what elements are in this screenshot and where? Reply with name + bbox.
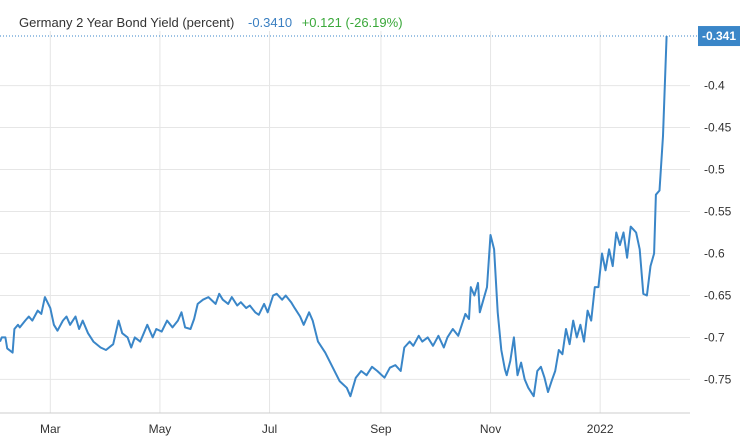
y-tick-label: -0.6 [704,246,725,260]
x-axis-labels: Mar May Jul Sep Nov 2022 [40,422,614,436]
series-line[interactable] [0,35,668,398]
y-tick-label: -0.65 [704,288,732,302]
series-name: Germany 2 Year Bond Yield (percent) [19,15,235,30]
last-value-badge: -0.341 [698,26,740,47]
y-axis-labels: -0.4 -0.45 -0.5 -0.55 -0.6 -0.65 -0.7 -0.75 [704,79,732,387]
x-tick-label: Nov [480,422,501,436]
y-tick-label: -0.7 [704,330,725,344]
x-tick-label: Mar [40,422,61,436]
x-tick-label: Jul [262,422,277,436]
x-tick-label: May [149,422,172,436]
last-value-label: -0.341 [702,29,736,43]
y-tick-label: -0.5 [704,163,725,177]
y-tick-label: -0.55 [704,205,732,219]
chart-legend: Germany 2 Year Bond Yield (percent) -0.3… [19,15,403,30]
y-tick-label: -0.45 [704,121,732,135]
last-value-badge-box [698,26,740,47]
current-value: -0.3410 [247,15,293,30]
y-tick-label: -0.4 [704,79,725,93]
y-tick-label: -0.75 [704,372,732,386]
grid-lines [0,31,690,414]
x-tick-label: Sep [370,422,392,436]
change-value: +0.121 (-26.19%) [301,15,403,30]
x-tick-label: 2022 [587,422,614,436]
